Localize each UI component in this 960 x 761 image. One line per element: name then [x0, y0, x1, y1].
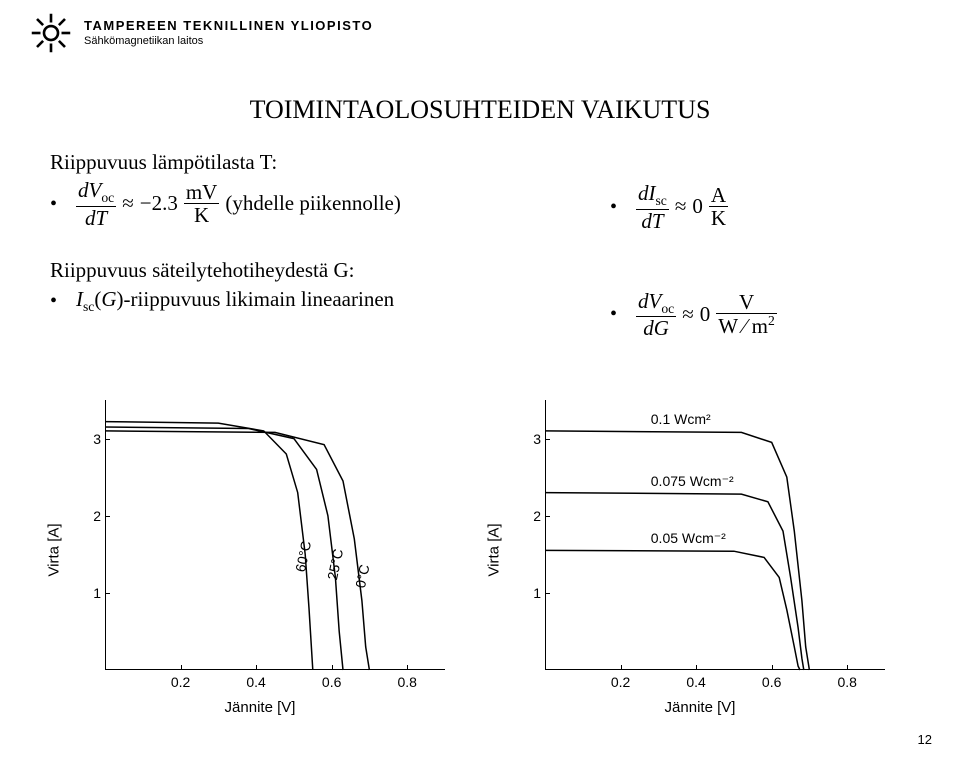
temperature-heading: Riippuvuus lämpötilasta T: — [50, 150, 610, 175]
temp-eq-right: • dIsc dT ≈ 0 A K — [610, 182, 920, 232]
ytick-label: 1 — [85, 585, 101, 601]
xlabel: Jännite [V] — [665, 699, 736, 716]
ytick-label: 1 — [525, 585, 541, 601]
ytick-label: 3 — [85, 431, 101, 447]
ylabel: Virta [A] — [486, 523, 503, 576]
irradiance-bullet-left: • Isc(G)-riippuvuus likimain lineaarinen — [50, 287, 610, 315]
irradiance-eq-right: • dVoc dG ≈ 0 V W ⁄ m2 — [610, 290, 920, 340]
series-label: 0.05 Wcm⁻² — [651, 530, 726, 547]
ytick-label: 2 — [525, 508, 541, 524]
institution-name: TAMPEREEN TEKNILLINEN YLIOPISTO — [84, 19, 373, 33]
plot-svg — [105, 400, 445, 670]
university-logo-icon — [30, 12, 72, 54]
xtick-label: 0.2 — [611, 674, 630, 690]
series-curve — [105, 422, 313, 670]
series-label: 0.075 Wcm⁻² — [651, 473, 734, 490]
page-header: TAMPEREEN TEKNILLINEN YLIOPISTO Sähkömag… — [30, 12, 373, 54]
xtick-label: 0.6 — [762, 674, 781, 690]
series-label: 0.1 Wcm² — [651, 411, 711, 427]
iv-temp-chart: Virta [A] Jännite [V] 1230.20.40.60.860°… — [60, 390, 460, 710]
charts-row: Virta [A] Jännite [V] 1230.20.40.60.860°… — [60, 390, 900, 710]
ytick-label: 3 — [525, 431, 541, 447]
series-curve — [545, 493, 804, 670]
xtick-label: 0.8 — [397, 674, 416, 690]
page-number: 12 — [918, 732, 932, 747]
body-content: Riippuvuus lämpötilasta T: • dVoc dT ≈ −… — [50, 150, 920, 339]
irradiance-heading: Riippuvuus säteilytehotiheydestä G: — [50, 258, 610, 283]
xtick-label: 0.4 — [686, 674, 705, 690]
xtick-label: 0.8 — [837, 674, 856, 690]
xtick-label: 0.4 — [246, 674, 265, 690]
ylabel: Virta [A] — [46, 523, 63, 576]
department-name: Sähkömagnetiikan laitos — [84, 35, 373, 47]
xlabel: Jännite [V] — [225, 699, 296, 716]
iv-irradiance-chart: Virta [A] Jännite [V] 1230.20.40.60.80.1… — [500, 390, 900, 710]
temp-eq-left: • dVoc dT ≈ −2.3 mV K — [50, 179, 610, 229]
slide-title: TOIMINTAOLOSUHTEIDEN VAIKUTUS — [0, 95, 960, 125]
xtick-label: 0.6 — [322, 674, 341, 690]
ytick-label: 2 — [85, 508, 101, 524]
series-curve — [545, 550, 800, 670]
xtick-label: 0.2 — [171, 674, 190, 690]
